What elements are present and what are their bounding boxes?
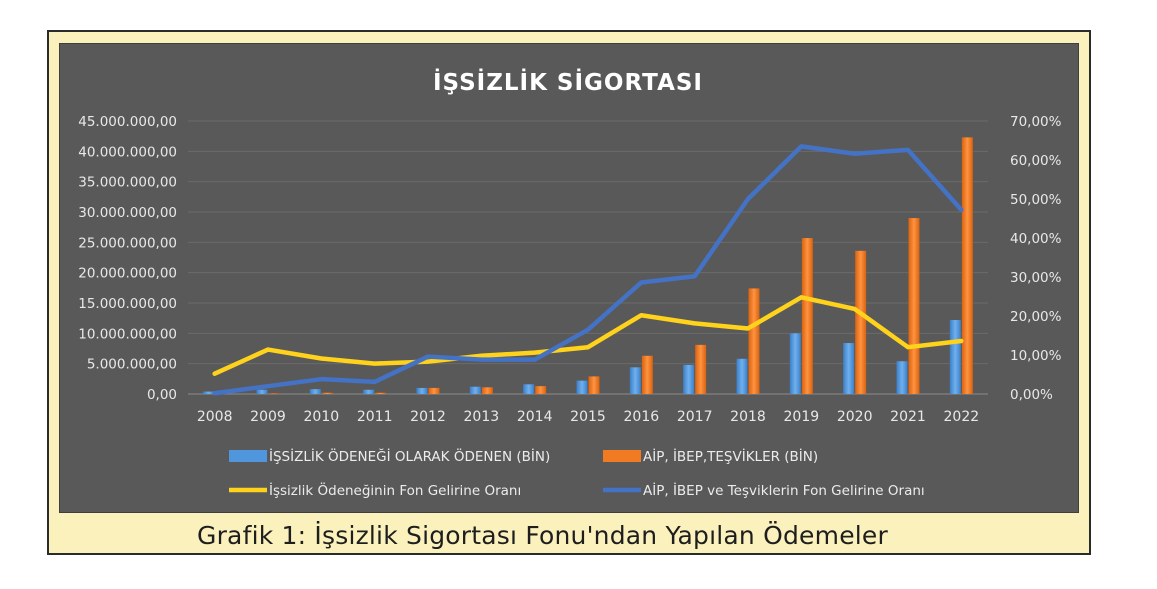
legend: İŞSİZLİK ÖDENEĞİ OLARAK ÖDENEN (BİN) AİP,… bbox=[229, 447, 925, 499]
left-tick-label: 40.000.000,00 bbox=[78, 144, 177, 160]
left-tick-label: 15.000.000,00 bbox=[78, 296, 177, 312]
right-axis-ticks: 0,00% 10,00% 20,00% 30,00% 40,00% 50,00% 60,00… bbox=[1010, 114, 1062, 403]
bar bbox=[309, 389, 321, 394]
left-axis-ticks: 0,00 5.000.000,00 10.000.000,00 15.000.000,… bbox=[78, 114, 177, 403]
legend-label: AİP, İBEP,TEŞVİKLER (BİN) bbox=[643, 447, 818, 465]
x-tick-label: 2021 bbox=[890, 409, 926, 425]
series-line bbox=[212, 144, 964, 396]
left-tick-label: 0,00 bbox=[147, 387, 177, 403]
bar bbox=[523, 384, 535, 394]
legend-label: AİP, İBEP ve Teşviklerin Fon Gelirine Or… bbox=[643, 481, 925, 499]
chart-title: İŞSİZLİK SİGORTASI bbox=[433, 68, 703, 96]
x-tick-label: 2022 bbox=[944, 409, 980, 425]
bar bbox=[908, 218, 920, 394]
bar bbox=[843, 343, 855, 394]
lines bbox=[212, 144, 964, 396]
right-tick-label: 70,00% bbox=[1010, 114, 1062, 130]
legend-label: İşsizlik Ödeneğinin Fon Gelirine Oranı bbox=[269, 481, 521, 499]
right-tick-label: 20,00% bbox=[1010, 309, 1062, 325]
bar bbox=[641, 355, 653, 394]
x-tick-label: 2011 bbox=[357, 409, 393, 425]
bar bbox=[576, 380, 588, 394]
x-tick-label: 2020 bbox=[837, 409, 873, 425]
bar bbox=[375, 392, 387, 394]
bar bbox=[748, 288, 760, 394]
legend-swatch bbox=[229, 450, 267, 462]
left-tick-label: 30.000.000,00 bbox=[78, 205, 177, 221]
bars bbox=[203, 137, 973, 394]
bar bbox=[535, 386, 547, 394]
bar bbox=[469, 386, 481, 394]
right-tick-label: 60,00% bbox=[1010, 153, 1062, 169]
bar bbox=[789, 333, 801, 394]
x-tick-label: 2017 bbox=[677, 409, 713, 425]
bar bbox=[736, 358, 748, 394]
right-tick-label: 40,00% bbox=[1010, 231, 1062, 247]
x-axis-ticks: 2008 2009 2010 2011 2012 2013 2014 2015 2016 2017… bbox=[197, 409, 979, 425]
x-tick-label: 2015 bbox=[570, 409, 606, 425]
bar bbox=[588, 376, 600, 394]
bar bbox=[855, 250, 867, 394]
bar bbox=[801, 238, 813, 394]
bar bbox=[695, 344, 707, 394]
x-tick-label: 2010 bbox=[304, 409, 340, 425]
x-tick-label: 2019 bbox=[784, 409, 820, 425]
bar bbox=[203, 391, 215, 394]
left-tick-label: 45.000.000,00 bbox=[78, 114, 177, 130]
x-tick-label: 2018 bbox=[730, 409, 766, 425]
right-tick-label: 10,00% bbox=[1010, 348, 1062, 364]
x-tick-label: 2014 bbox=[517, 409, 553, 425]
bar bbox=[961, 137, 973, 394]
bar bbox=[268, 393, 280, 394]
left-tick-label: 25.000.000,00 bbox=[78, 235, 177, 251]
bar bbox=[416, 387, 428, 394]
left-tick-label: 10.000.000,00 bbox=[78, 326, 177, 342]
right-tick-label: 30,00% bbox=[1010, 270, 1062, 286]
left-tick-label: 5.000.000,00 bbox=[87, 357, 177, 373]
bar bbox=[949, 319, 961, 394]
x-tick-label: 2009 bbox=[250, 409, 286, 425]
bar bbox=[629, 367, 641, 394]
bar bbox=[683, 364, 695, 394]
bar bbox=[363, 389, 375, 394]
right-tick-label: 0,00% bbox=[1010, 387, 1053, 403]
bar bbox=[896, 361, 908, 394]
legend-label: İŞSİZLİK ÖDENEĞİ OLARAK ÖDENEN (BİN) bbox=[269, 447, 550, 465]
right-tick-label: 50,00% bbox=[1010, 192, 1062, 208]
x-tick-label: 2016 bbox=[624, 409, 660, 425]
x-tick-label: 2008 bbox=[197, 409, 233, 425]
legend-swatch bbox=[603, 450, 641, 462]
left-tick-label: 35.000.000,00 bbox=[78, 175, 177, 191]
bar bbox=[428, 387, 440, 394]
x-tick-label: 2012 bbox=[410, 409, 446, 425]
x-tick-label: 2013 bbox=[464, 409, 500, 425]
series-line bbox=[212, 295, 964, 376]
bar bbox=[256, 389, 268, 394]
bar bbox=[321, 392, 333, 394]
left-tick-label: 20.000.000,00 bbox=[78, 266, 177, 282]
bar bbox=[481, 387, 493, 394]
figure-caption: Grafik 1: İşsizlik Sigortası Fonu'ndan Y… bbox=[197, 521, 888, 550]
gridlines bbox=[188, 120, 988, 395]
